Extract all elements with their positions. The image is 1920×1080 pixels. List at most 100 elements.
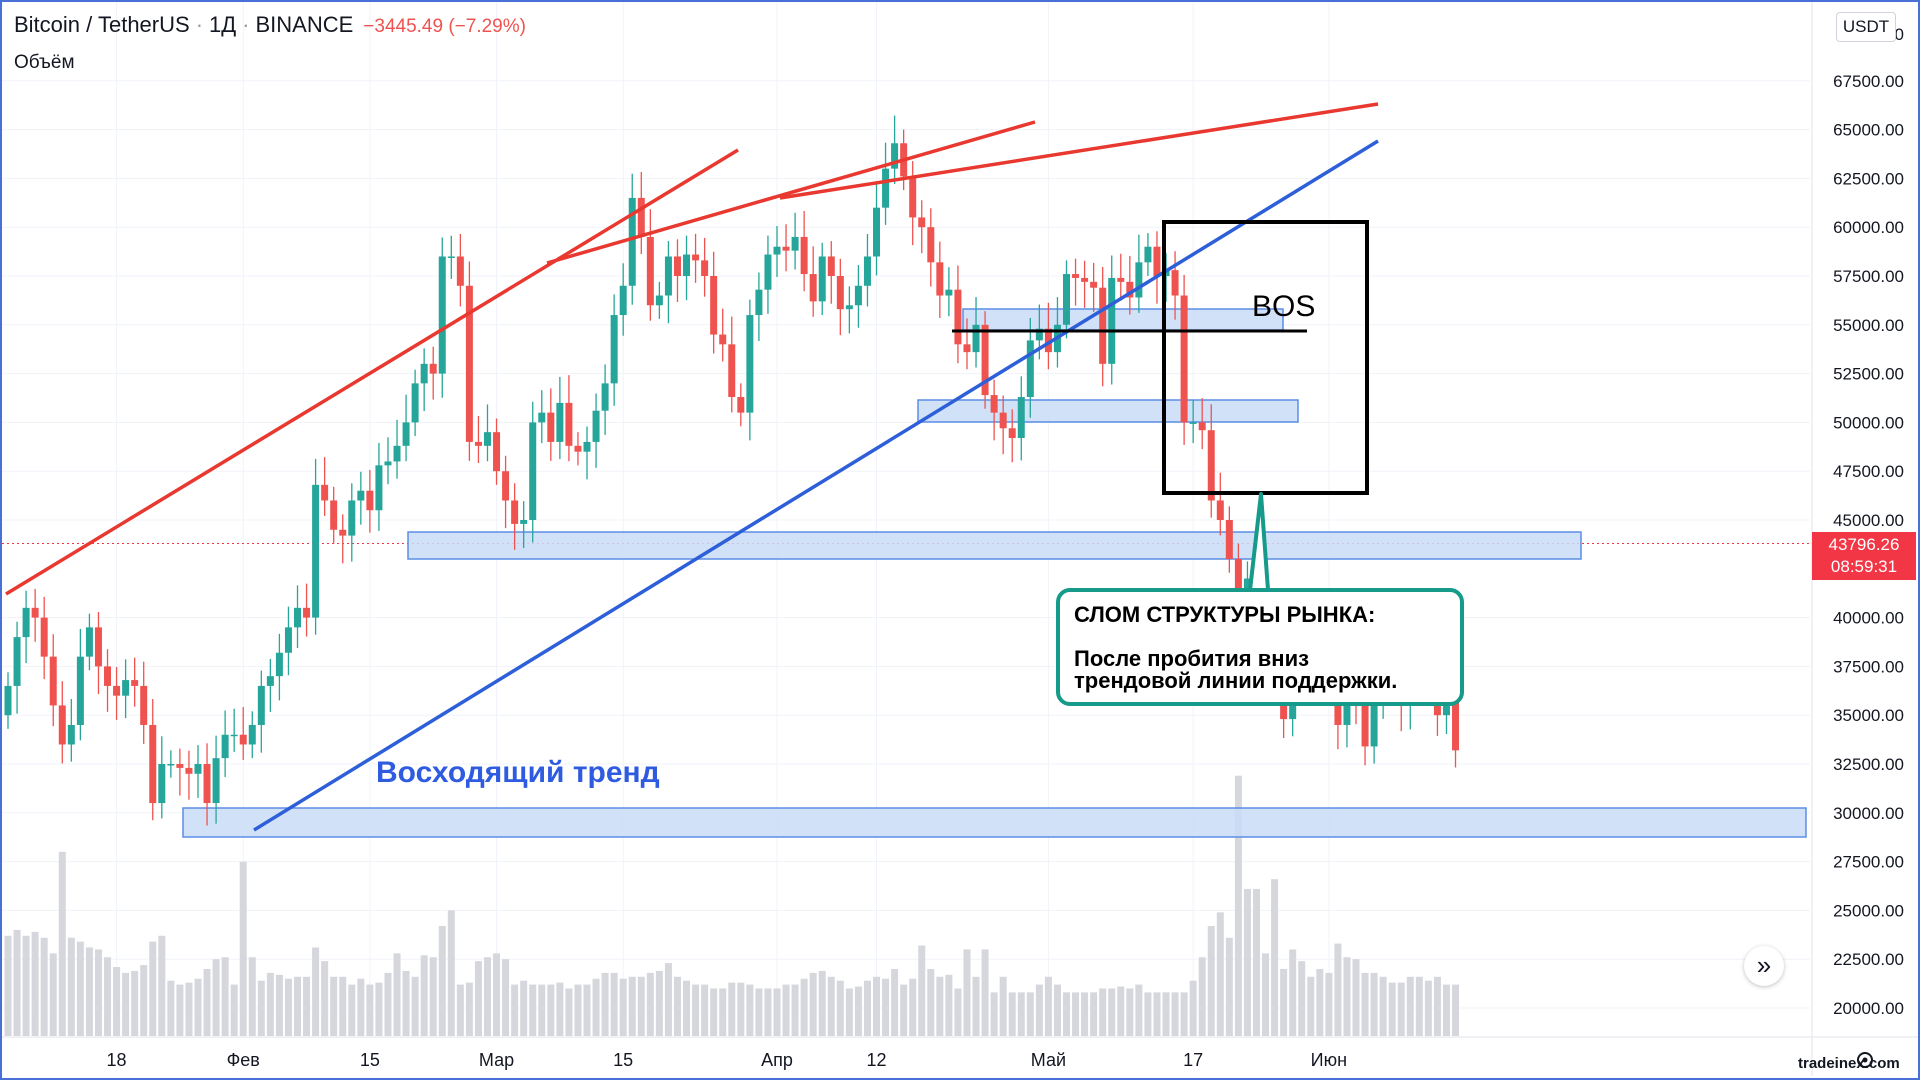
candle-body [456,256,464,286]
candle-body [22,607,30,638]
volume-bar [1379,976,1387,1036]
candle-body [683,254,691,276]
candle-body [891,143,899,169]
bos-label: BOS [1252,290,1316,323]
volume-bar [664,963,672,1036]
candle-body [999,412,1007,429]
candle-body [1153,246,1161,276]
price-tick-label: 45000.00 [1833,511,1904,530]
volume-bar [1216,912,1224,1036]
volume-bar [167,980,175,1036]
volume-bar [212,959,220,1036]
callout-title: СЛОМ СТРУКТУРЫ РЫНКА: [1074,602,1376,627]
volume-bar [76,941,84,1036]
price-tick-label: 55000.00 [1833,316,1904,335]
volume-bar [348,984,356,1036]
scroll-to-realtime-button[interactable]: » [1744,946,1784,986]
symbol-name: Bitcoin / TetherUS [14,12,190,37]
price-tick-label: 20000.00 [1833,999,1904,1018]
volume-bar [1442,984,1450,1036]
volume-bar [764,988,772,1036]
volume-bar [1352,959,1360,1036]
candle-body [221,734,229,759]
candle-body [194,764,202,774]
volume-bar [1171,992,1179,1036]
candle-body [140,685,148,725]
candle-body [239,734,247,745]
candle-body [574,445,582,452]
volume-bar [438,926,446,1036]
volume-bar [945,974,953,1036]
candle-body [565,402,573,446]
candle-body [13,637,21,686]
volume-bar [176,984,184,1036]
candle-body [972,324,980,353]
volume-bar [1008,992,1016,1036]
resistance-line-2 [546,120,1036,265]
candle-body [746,315,754,413]
volume-bar [583,984,591,1036]
candle-body [520,520,528,524]
volume-bar [357,978,365,1036]
interval-label[interactable]: 1Д [209,12,237,37]
volume-bar [963,949,971,1036]
candle-body [637,197,645,237]
time-tick-label: 15 [360,1050,380,1070]
last-price-value: 43796.26 [1828,535,1900,554]
volume-bar [275,974,283,1036]
volume-bar [1234,775,1242,1036]
candle-body [167,764,175,766]
candle-body [538,412,546,423]
volume-indicator-label[interactable]: Объём [14,52,75,73]
volume-bar [1289,949,1297,1036]
volume-bar [1406,976,1414,1036]
candle-body [963,344,971,353]
volume-bar [1053,984,1061,1036]
volume-bar [402,970,410,1036]
last-price-tag: 43796.26 08:59:31 [1812,532,1916,580]
volume-bar [330,976,338,1036]
volume-bar [1144,992,1152,1036]
candle-body [655,295,663,306]
volume-bar [284,978,292,1036]
volume-bar [520,980,528,1036]
volume-bar [882,978,890,1036]
volume-bar [4,935,12,1036]
volume-bar [493,953,501,1036]
volume-bar [990,992,998,1036]
symbol-header[interactable]: Bitcoin / TetherUS · 1Д · BINANCE −3445.49 (−… [14,12,526,38]
volume-bar [845,988,853,1036]
candle-body [863,256,871,286]
time-tick-label: 18 [107,1050,127,1070]
volume-bar [131,970,139,1036]
candle-body [447,256,455,258]
candle-body [1126,281,1134,298]
volume-bar [628,976,636,1036]
volume-bar [909,978,917,1036]
time-tick-label: 12 [866,1050,886,1070]
volume-bar [818,970,826,1036]
candle-body [818,256,826,302]
price-tick-label: 32500.00 [1833,755,1904,774]
candle-body [1099,287,1107,364]
candle-body [393,445,401,462]
candle-body [954,289,962,345]
volume-bar [303,976,311,1036]
candle-body [610,315,618,384]
volume-bar [538,984,546,1036]
volume-bar [1433,976,1441,1036]
volume-bar [873,976,881,1036]
candle-body [1081,277,1089,282]
candles [4,115,1460,826]
candle-body [76,656,84,725]
separator-dot: · [242,12,250,37]
candle-body [357,490,365,501]
currency-button[interactable]: USDT [1836,12,1896,42]
price-tick-label: 50000.00 [1833,413,1904,432]
candle-body [628,197,636,286]
volume-bar [737,982,745,1036]
settings-gear-icon[interactable] [1857,1052,1873,1068]
candle-body [1017,397,1025,439]
price-tick-label: 30000.00 [1833,804,1904,823]
